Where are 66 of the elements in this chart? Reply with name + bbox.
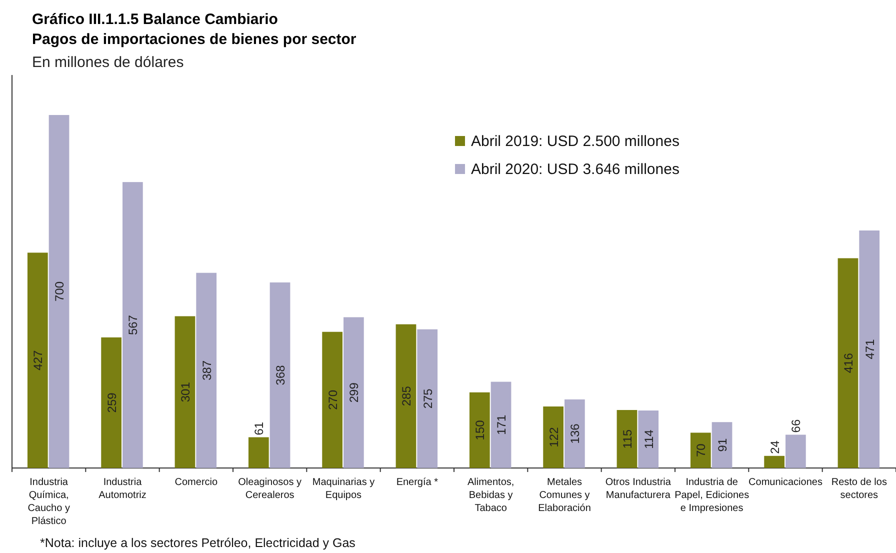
x-tick-label: Resto de los sectores [831, 477, 887, 501]
bar [638, 410, 659, 468]
data-label: 275 [420, 388, 435, 409]
data-label: 66 [789, 419, 804, 433]
x-tick-label: Comunicaciones [748, 477, 822, 488]
chart-title: Gráfico III.1.1.5 Balance Cambiario [32, 11, 278, 28]
data-label: 150 [473, 420, 488, 440]
data-label: 416 [841, 352, 856, 374]
x-tick-label: Comercio [174, 477, 218, 488]
bar [838, 258, 858, 468]
data-label: 136 [568, 423, 582, 444]
data-label: 299 [347, 382, 362, 403]
data-label: 471 [862, 338, 877, 360]
bar [469, 392, 490, 468]
bar [101, 337, 122, 468]
bar [490, 382, 512, 468]
bar [786, 434, 806, 468]
x-tick-label: Metales Comunes y Elaboración [538, 477, 591, 514]
bar [859, 230, 880, 468]
x-tick-label: Industria Automotriz [98, 477, 146, 501]
legend-label: Abril 2020: USD 3.646 millones [471, 161, 680, 178]
bar [322, 332, 342, 468]
bar [270, 282, 290, 468]
data-label: 427 [31, 350, 46, 370]
legend-label: Abril 2019: USD 2.500 millones [471, 133, 680, 150]
bar [27, 252, 48, 468]
x-tick-label: Energía * [396, 477, 438, 488]
x-tick-label: Industria Química, Caucho y Plástico [28, 477, 70, 527]
data-label: 270 [326, 390, 340, 410]
bar [417, 329, 438, 468]
data-label: 301 [178, 382, 192, 402]
bar [174, 316, 196, 468]
bar [196, 272, 217, 468]
data-label: 700 [52, 281, 67, 302]
bar [344, 317, 364, 468]
text: *Nota: incluye a los sectores Petróleo, Electricidad y Gas [40, 536, 356, 550]
bar [543, 406, 564, 468]
x-tick-label: Alimentos, Bebidas y Tabaco [467, 477, 514, 514]
data-label: 24 [768, 440, 782, 454]
bar [764, 456, 784, 468]
data-label: 387 [200, 360, 214, 380]
data-label: 115 [620, 429, 634, 449]
bar [48, 115, 70, 468]
data-label: 171 [494, 414, 509, 435]
data-label: 285 [399, 386, 414, 406]
data-label: 122 [546, 426, 561, 448]
bar [564, 399, 585, 468]
x-tick-label: Otros Industria Manufacturera [605, 477, 672, 501]
bar [248, 437, 269, 468]
data-label: 70 [694, 443, 708, 458]
x-tick-label: Oleaginosos y Cerealeros [238, 477, 302, 501]
y-axis-title: En millones de dólares [32, 54, 184, 71]
x-tick-label: Industria de Papel, Ediciones e Impresiones [674, 477, 750, 514]
data-label: 567 [126, 314, 140, 336]
bar [712, 422, 732, 468]
data-label: 259 [104, 392, 119, 413]
bar [122, 182, 143, 468]
x-tick-label: Maquinarias y Equipos [312, 477, 375, 501]
data-label: 368 [274, 364, 288, 386]
chart-subtitle: Pagos de importaciones de bienes por sector [32, 31, 356, 48]
bar [690, 432, 711, 468]
data-label: 91 [716, 438, 730, 452]
data-label: 114 [642, 429, 656, 449]
data-label: 61 [252, 422, 266, 436]
bar [396, 324, 416, 468]
bar [616, 410, 638, 468]
